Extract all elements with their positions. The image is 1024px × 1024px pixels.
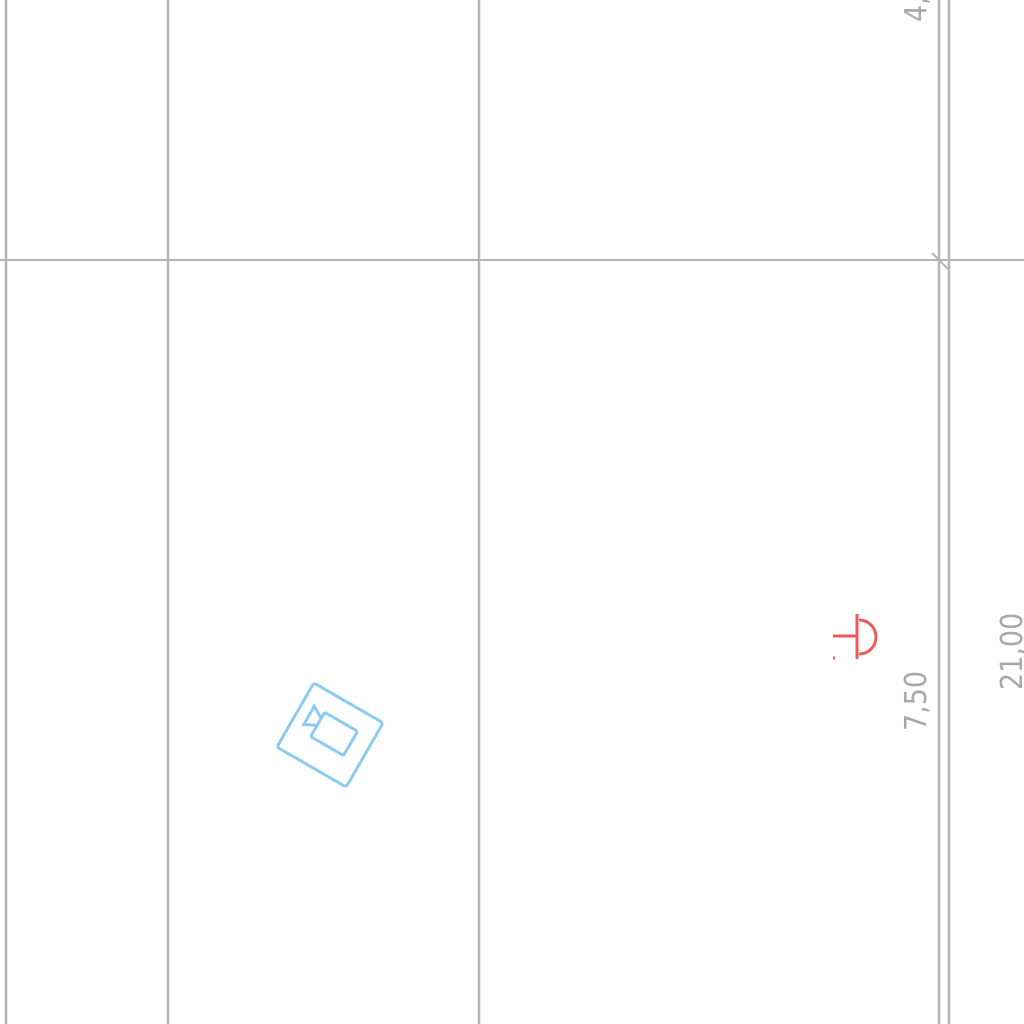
socket-icon [833, 614, 878, 660]
camera-icon [276, 682, 384, 788]
dimension-tick [931, 252, 949, 270]
dimension-label-right-vertical: 21,00 [995, 613, 1024, 690]
dimension-label-inner-vertical: 7,50 [899, 671, 934, 731]
camera-lens [301, 703, 323, 727]
camera-outer-frame [276, 682, 384, 788]
dimension-label-top-right: 4, [899, 0, 934, 22]
socket-arc [858, 618, 878, 656]
camera-body [309, 711, 359, 757]
